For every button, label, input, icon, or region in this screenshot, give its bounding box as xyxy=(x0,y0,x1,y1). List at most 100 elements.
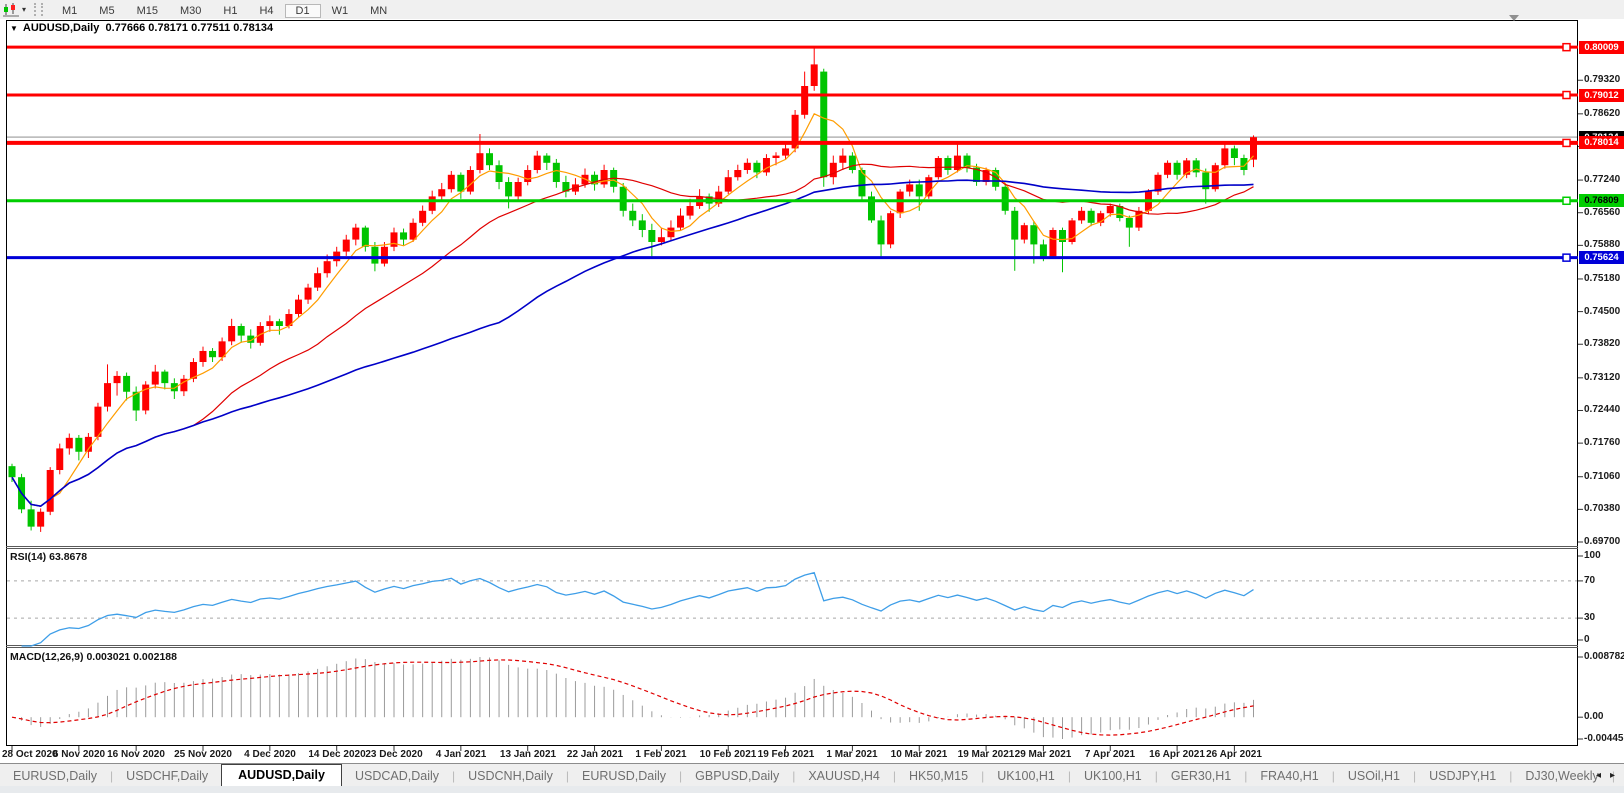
chart-tab-eurusd-daily[interactable]: EURUSD,Daily xyxy=(13,769,98,783)
macd-axis-min: -0.004451 xyxy=(1584,733,1624,744)
macd-label: MACD(12,26,9) 0.003021 0.002188 xyxy=(10,651,177,663)
timeframe-button-H4[interactable]: H4 xyxy=(259,4,274,17)
timeframe-button-MN[interactable]: MN xyxy=(370,4,388,17)
date-tick-label: 19 Mar 2021 xyxy=(957,749,1015,760)
date-tick-label: 16 Apr 2021 xyxy=(1149,749,1205,760)
date-tick-label: 29 Mar 2021 xyxy=(1014,749,1072,760)
chart-tab-fra40-h1[interactable]: FRA40,H1 xyxy=(1260,769,1319,783)
date-tick-label: 6 Nov 2020 xyxy=(52,749,106,760)
date-tick-label: 1 Mar 2021 xyxy=(826,749,878,760)
date-tick-label: 4 Jan 2021 xyxy=(435,749,487,760)
time-axis[interactable]: 28 Oct 2020 6 Nov 2020 16 Nov 2020 25 Nov 2… xyxy=(0,746,1578,763)
chart-tab-usdchf-daily[interactable]: USDCHF,Daily xyxy=(126,769,209,783)
timeframe-button-M5[interactable]: M5 xyxy=(99,4,115,17)
price-axis-label: 0.71760 xyxy=(1584,437,1621,449)
tab-separator: | xyxy=(1331,769,1335,783)
level-price-badge: 0.75624 xyxy=(1579,251,1624,265)
tab-separator: | xyxy=(981,769,985,783)
tab-separator: | xyxy=(1412,769,1417,783)
chart-tab-usoil-h1[interactable]: USOil,H1 xyxy=(1347,769,1400,783)
date-tick-label: 7 Apr 2021 xyxy=(1084,749,1136,760)
price-axis-label: 0.72440 xyxy=(1584,404,1621,416)
macd-axis-max: 0.008782 xyxy=(1584,651,1624,662)
toolbar-grip[interactable] xyxy=(34,3,44,16)
chart-canvas[interactable] xyxy=(0,19,1624,763)
date-tick-label: 10 Feb 2021 xyxy=(699,749,757,760)
chart-tab-gbpusd-daily[interactable]: GBPUSD,Daily xyxy=(695,769,780,783)
macd-values: 0.003021 0.002188 xyxy=(86,651,177,663)
tab-separator: | xyxy=(1509,769,1513,783)
date-tick-label: 28 Oct 2020 xyxy=(2,749,58,760)
timeframe-button-M1[interactable]: M1 xyxy=(62,4,78,17)
rsi-axis-label: 30 xyxy=(1584,612,1596,624)
chart-title: ▼ AUDUSD,Daily 0.77666 0.78171 0.77511 0.… xyxy=(10,22,273,34)
tab-scroll-right-icon[interactable]: ▸ xyxy=(1610,770,1616,781)
price-axis-label: 0.77240 xyxy=(1584,174,1621,186)
rsi-axis-label: 0 xyxy=(1584,634,1590,645)
date-tick-label: 16 Nov 2020 xyxy=(107,749,165,760)
price-axis-label: 0.75180 xyxy=(1584,272,1621,284)
tab-separator: | xyxy=(1067,769,1071,783)
chart-menu-arrow[interactable]: ▼ xyxy=(10,24,18,33)
price-axis-label: 0.78620 xyxy=(1584,107,1621,119)
timeframe-toolbar: ▾ M1 M5 M15 M30 H1 H4 D1 W1 MN xyxy=(0,0,1624,20)
date-tick-label: 22 Jan 2021 xyxy=(566,749,624,760)
rsi-axis-label: 100 xyxy=(1584,550,1601,561)
chart-tab-audusd-daily[interactable]: AUDUSD,Daily xyxy=(221,764,342,787)
bottom-status-strip xyxy=(0,786,1624,793)
date-tick-label: 1 Feb 2021 xyxy=(635,749,687,760)
timeframe-button-H1[interactable]: H1 xyxy=(223,4,238,17)
level-price-badge: 0.78014 xyxy=(1579,136,1624,150)
price-axis-label: 0.73120 xyxy=(1584,371,1621,383)
chart-tab-usdcad-daily[interactable]: USDCAD,Daily xyxy=(354,769,439,783)
chart-tab-hk50-m15[interactable]: HK50,M15 xyxy=(909,769,969,783)
macd-axis-zero: 0.00 xyxy=(1584,711,1604,723)
price-axis-label: 0.73820 xyxy=(1584,338,1621,350)
tab-separator: | xyxy=(892,769,896,783)
timeframe-button-M30[interactable]: M30 xyxy=(179,4,202,17)
level-price-badge: 0.76809 xyxy=(1579,194,1624,208)
chart-tab-ger30-h1[interactable]: GER30,H1 xyxy=(1170,769,1232,783)
tab-separator: | xyxy=(792,769,796,783)
chart-tab-bar: EURUSD,Daily | USDCHF,Daily AUDUSD,Daily USD… xyxy=(0,763,1624,787)
chart-tab-china300-h1[interactable]: CHINA300,H1 xyxy=(1615,766,1624,787)
rsi-label: RSI(14) 63.8678 xyxy=(10,551,88,563)
chart-tab-uk100-h1[interactable]: UK100,H1 xyxy=(997,769,1055,783)
chart-tab-eurusd-daily[interactable]: EURUSD,Daily xyxy=(581,769,667,783)
date-tick-label: 23 Dec 2020 xyxy=(365,749,423,760)
chart-symbol-label: AUDUSD,Daily xyxy=(22,22,100,34)
price-axis-label: 0.79320 xyxy=(1584,74,1621,86)
price-axis[interactable]: 0.0087820.00-0.0044510.793200.786200.779… xyxy=(1578,19,1624,763)
date-tick-label: 26 Apr 2021 xyxy=(1206,749,1262,760)
chart-type-icon[interactable] xyxy=(3,2,21,17)
rsi-value: 63.8678 xyxy=(49,551,88,563)
price-axis-label: 0.70380 xyxy=(1584,503,1621,515)
level-price-badge: 0.80009 xyxy=(1579,40,1624,54)
level-price-badge: 0.79012 xyxy=(1579,88,1624,102)
chart-type-dropdown-arrow[interactable]: ▾ xyxy=(22,5,27,14)
chart-tab-usdcnh-daily[interactable]: USDCNH,Daily xyxy=(468,769,553,783)
tab-separator: | xyxy=(1154,769,1158,783)
timeframe-button-D1[interactable]: D1 xyxy=(284,3,321,18)
chart-tab-dj30-weekly[interactable]: DJ30,Weekly xyxy=(1525,769,1599,783)
tab-scroll-left-icon[interactable]: ◂ xyxy=(1596,770,1602,781)
chart-tab-usdjpy-h1[interactable]: USDJPY,H1 xyxy=(1429,769,1497,783)
tab-separator: | xyxy=(565,769,569,783)
date-tick-label: 14 Dec 2020 xyxy=(308,749,366,760)
rsi-axis-label: 70 xyxy=(1584,574,1596,586)
chart-tab-uk100-h1[interactable]: UK100,H1 xyxy=(1084,769,1142,783)
timeframe-button-W1[interactable]: W1 xyxy=(331,4,349,17)
price-axis-label: 0.74500 xyxy=(1584,305,1621,317)
price-axis-label: 0.75880 xyxy=(1584,239,1621,251)
date-tick-label: 13 Jan 2021 xyxy=(499,749,557,760)
chart-tab-xauusd-h4[interactable]: XAUUSD,H4 xyxy=(808,769,880,783)
timeframe-button-M15[interactable]: M15 xyxy=(136,4,158,17)
date-tick-label: 10 Mar 2021 xyxy=(890,749,948,760)
tab-separator: | xyxy=(679,769,683,783)
tab-separator: | xyxy=(1611,769,1615,783)
tab-separator: | xyxy=(1244,769,1248,783)
tab-separator: | xyxy=(452,769,456,783)
price-axis-label: 0.69700 xyxy=(1584,536,1621,547)
chart-ohlc-values: 0.77666 0.78171 0.77511 0.78134 xyxy=(105,22,274,34)
